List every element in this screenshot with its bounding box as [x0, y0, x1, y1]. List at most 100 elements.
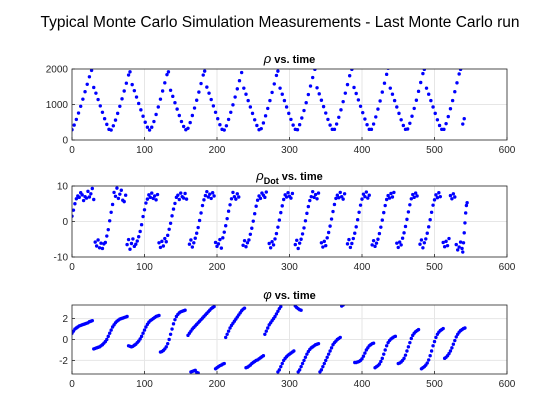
- data-point: [428, 218, 432, 222]
- data-point: [166, 70, 171, 74]
- data-point: [145, 197, 150, 201]
- data-series: [72, 186, 469, 254]
- data-point: [266, 326, 270, 330]
- x-tick-label: 300: [281, 262, 298, 273]
- data-point: [255, 198, 260, 202]
- data-point: [139, 222, 144, 227]
- data-point: [326, 352, 331, 356]
- data-point: [431, 344, 435, 348]
- data-point: [328, 224, 332, 228]
- title-symbol: φ: [263, 287, 272, 302]
- data-point: [145, 125, 150, 129]
- data-point: [212, 305, 216, 309]
- data-point: [450, 346, 454, 350]
- data-point: [383, 348, 387, 352]
- data-point: [388, 86, 392, 90]
- data-point: [453, 90, 457, 94]
- data-point: [72, 128, 74, 132]
- data-point: [137, 235, 141, 239]
- data-point: [353, 231, 357, 235]
- data-point: [462, 231, 466, 235]
- data-point: [341, 305, 345, 307]
- data-point: [424, 237, 428, 241]
- data-point: [242, 306, 247, 310]
- data-point: [97, 246, 102, 250]
- data-point: [108, 219, 112, 223]
- data-point: [242, 238, 247, 243]
- data-point: [177, 197, 181, 202]
- data-point: [305, 211, 309, 216]
- data-point: [161, 244, 166, 248]
- data-point: [313, 192, 318, 197]
- data-point: [241, 243, 245, 247]
- data-point: [106, 227, 110, 232]
- data-point: [282, 197, 286, 202]
- data-point: [462, 117, 466, 121]
- data-point: [369, 127, 374, 132]
- data-point: [85, 82, 89, 86]
- data-point: [83, 90, 87, 94]
- data-point: [186, 126, 190, 130]
- data-point: [96, 97, 100, 102]
- data-point: [421, 246, 425, 250]
- data-point: [456, 248, 460, 252]
- data-point: [176, 193, 180, 197]
- data-point: [139, 334, 144, 339]
- data-point: [387, 196, 392, 200]
- x-tick-label: 0: [69, 379, 75, 390]
- data-point: [151, 196, 155, 201]
- y-tick-label: 2000: [46, 65, 69, 76]
- x-tick-label: 400: [354, 145, 371, 156]
- data-point: [286, 191, 290, 195]
- data-point: [395, 105, 399, 109]
- data-point: [135, 239, 139, 243]
- data-point: [253, 118, 257, 122]
- data-point: [457, 245, 461, 249]
- data-point: [271, 243, 276, 247]
- data-point: [80, 193, 84, 197]
- data-point: [461, 250, 465, 254]
- data-point: [98, 104, 102, 108]
- subplot-phi: 0 100 200 300 400 500 600 -2 0 2 φ vs. time: [59, 287, 516, 390]
- data-point: [89, 192, 93, 196]
- y-tick-label: 0: [62, 136, 68, 147]
- data-point: [357, 210, 361, 214]
- data-point: [150, 191, 154, 195]
- data-point: [123, 193, 128, 197]
- data-point: [352, 85, 356, 90]
- data-point: [457, 72, 461, 76]
- data-point: [228, 203, 232, 207]
- data-point: [254, 204, 258, 208]
- data-point: [342, 192, 347, 196]
- data-point: [282, 98, 287, 103]
- data-point: [171, 207, 176, 211]
- data-point: [93, 240, 97, 244]
- data-point: [437, 191, 441, 195]
- data-point: [366, 196, 370, 200]
- data-point: [444, 239, 448, 244]
- data-point: [332, 127, 337, 132]
- data-point: [77, 195, 81, 200]
- data-point: [79, 104, 83, 108]
- data-point: [422, 241, 427, 245]
- data-point: [299, 364, 303, 369]
- y-tick-label: -2: [59, 356, 68, 367]
- x-tick-label: 600: [499, 379, 516, 390]
- data-point: [379, 225, 383, 229]
- data-point: [464, 203, 469, 208]
- data-point: [109, 210, 113, 214]
- data-point: [276, 69, 280, 73]
- x-tick-label: 600: [499, 145, 516, 156]
- data-point: [416, 327, 421, 332]
- data-point: [461, 122, 465, 126]
- data-point: [446, 114, 450, 119]
- data-point: [168, 221, 173, 225]
- data-point: [167, 227, 171, 232]
- data-point: [170, 327, 174, 331]
- data-point: [268, 98, 272, 103]
- data-point: [453, 338, 457, 343]
- title-text: vs. time: [279, 171, 323, 183]
- data-point: [448, 107, 453, 111]
- data-point: [345, 82, 350, 87]
- data-point: [450, 197, 454, 201]
